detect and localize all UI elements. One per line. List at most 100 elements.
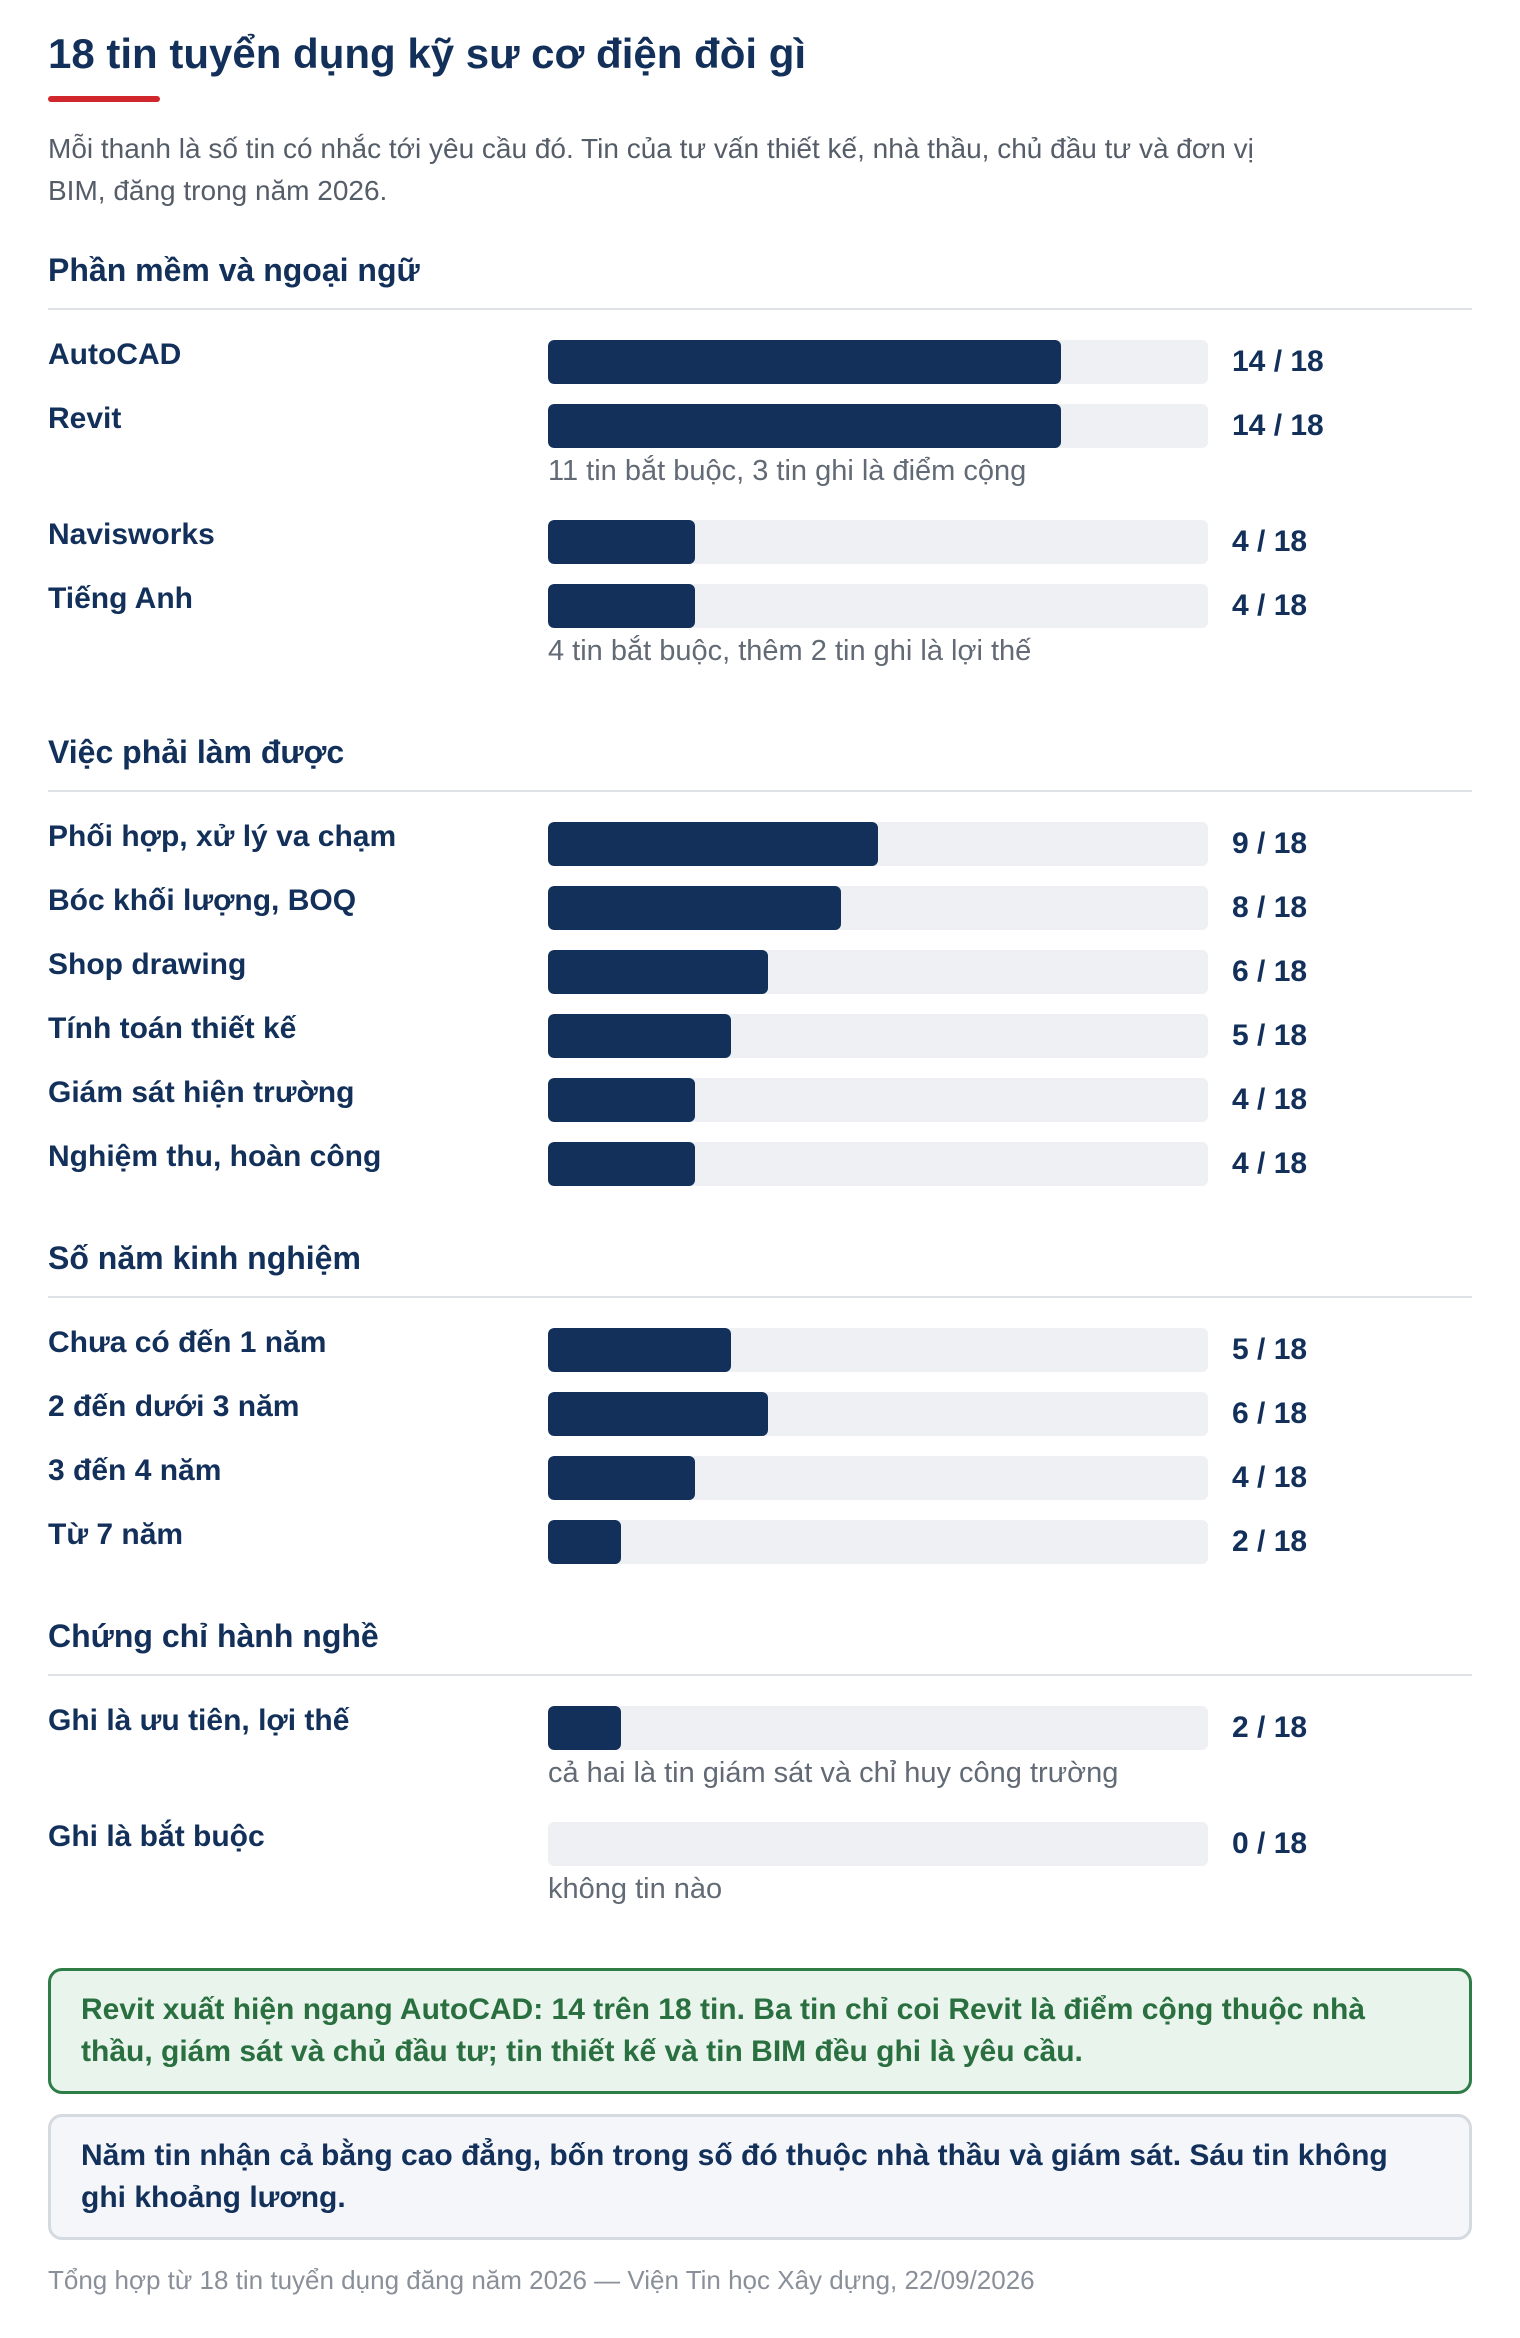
chart-section: Số năm kinh nghiệm Chưa có đến 1 năm 5 / 1… xyxy=(48,1238,1472,1578)
bar-fill xyxy=(548,1328,731,1372)
bar-track xyxy=(548,584,1208,628)
bar-label: 3 đến 4 năm xyxy=(48,1454,222,1487)
bar-track xyxy=(548,950,1208,994)
bar-value: 5 / 18 xyxy=(1232,1019,1308,1052)
bar-track xyxy=(548,404,1208,448)
bar-row: 3 đến 4 năm 4 / 18 xyxy=(48,1450,1472,1514)
bar-value: 4 / 18 xyxy=(1232,1147,1308,1180)
bar-track xyxy=(548,1392,1208,1436)
bar-note: 4 tin bắt buộc, thêm 2 tin ghi là lợi th… xyxy=(548,635,1032,667)
bar-row: Tính toán thiết kế 5 / 18 xyxy=(48,1008,1472,1072)
bar-label: Nghiệm thu, hoàn công xyxy=(48,1140,382,1173)
bar-label: Giám sát hiện trường xyxy=(48,1076,355,1109)
callout-note: Năm tin nhận cả bằng cao đẳng, bốn trong… xyxy=(48,2114,1472,2240)
bar-track xyxy=(548,1142,1208,1186)
bar-row: Ghi là ưu tiên, lợi thế 2 / 18 cả hai là t… xyxy=(48,1700,1472,1816)
bar-value: 8 / 18 xyxy=(1232,891,1308,924)
bar-row: Giám sát hiện trường 4 / 18 xyxy=(48,1072,1472,1136)
chart-section: Phần mềm và ngoại ngữ AutoCAD 14 / 18 Revit… xyxy=(48,250,1472,694)
bar-label: Tiếng Anh xyxy=(48,582,193,615)
page-title: 18 tin tuyển dụng kỹ sư cơ điện đòi gì xyxy=(48,30,807,77)
bar-value: 2 / 18 xyxy=(1232,1525,1308,1558)
bar-row: Nghiệm thu, hoàn công 4 / 18 xyxy=(48,1136,1472,1200)
bar-value: 6 / 18 xyxy=(1232,1397,1308,1430)
footer-source: Tổng hợp từ 18 tin tuyển dụng đăng năm 2… xyxy=(48,2265,1035,2295)
bar-track xyxy=(548,1078,1208,1122)
bar-fill xyxy=(548,1142,695,1186)
bar-fill xyxy=(548,822,878,866)
bar-row: Ghi là bắt buộc 0 / 18 không tin nào xyxy=(48,1816,1472,1932)
bar-row: 2 đến dưới 3 năm 6 / 18 xyxy=(48,1386,1472,1450)
bar-fill xyxy=(548,340,1061,384)
bar-label: Navisworks xyxy=(48,518,215,551)
bar-track xyxy=(548,1328,1208,1372)
bar-fill xyxy=(548,1520,621,1564)
bar-row: Navisworks 4 / 18 xyxy=(48,514,1472,578)
bar-value: 14 / 18 xyxy=(1232,409,1324,442)
chart-section: Việc phải làm được Phối hợp, xử lý va chạ… xyxy=(48,732,1472,1200)
bar-row: Tiếng Anh 4 / 18 4 tin bắt buộc, thêm 2 ti… xyxy=(48,578,1472,694)
bar-fill xyxy=(548,584,695,628)
bar-value: 4 / 18 xyxy=(1232,1083,1308,1116)
bar-value: 5 / 18 xyxy=(1232,1333,1308,1366)
bar-label: Bóc khối lượng, BOQ xyxy=(48,884,357,917)
page-subtitle: Mỗi thanh là số tin có nhắc tới yêu cầu … xyxy=(48,133,1254,206)
bar-label: Ghi là bắt buộc xyxy=(48,1820,265,1853)
bar-row: Bóc khối lượng, BOQ 8 / 18 xyxy=(48,880,1472,944)
bar-track xyxy=(548,1456,1208,1500)
bar-value: 4 / 18 xyxy=(1232,525,1308,558)
bar-fill xyxy=(548,1706,621,1750)
bar-rows: AutoCAD 14 / 18 Revit 14 / 18 11 tin bắt buộ… xyxy=(48,310,1472,694)
bar-fill xyxy=(548,950,768,994)
bar-rows: Phối hợp, xử lý va chạm 9 / 18 Bóc khối lư… xyxy=(48,792,1472,1200)
title-accent-rule xyxy=(48,96,160,102)
bar-label: Revit xyxy=(48,402,122,435)
bar-row: Shop drawing 6 / 18 xyxy=(48,944,1472,1008)
bar-fill xyxy=(548,1078,695,1122)
bar-label: Ghi là ưu tiên, lợi thế xyxy=(48,1704,350,1737)
bar-label: Phối hợp, xử lý va chạm xyxy=(48,820,397,853)
callout-highlight: Revit xuất hiện ngang AutoCAD: 14 trên 1… xyxy=(48,1968,1472,2094)
bar-value: 4 / 18 xyxy=(1232,589,1308,622)
chart: Phần mềm và ngoại ngữ AutoCAD 14 / 18 Revit… xyxy=(48,250,1472,1932)
bar-note: 11 tin bắt buộc, 3 tin ghi là điểm cộng xyxy=(548,455,1027,487)
bar-row: Phối hợp, xử lý va chạm 9 / 18 xyxy=(48,816,1472,880)
bar-row: AutoCAD 14 / 18 xyxy=(48,334,1472,398)
bar-value: 4 / 18 xyxy=(1232,1461,1308,1494)
bar-rows: Ghi là ưu tiên, lợi thế 2 / 18 cả hai là t… xyxy=(48,1676,1472,1932)
bar-label: AutoCAD xyxy=(48,338,182,371)
section-title: Phần mềm và ngoại ngữ xyxy=(48,250,1472,310)
bar-value: 14 / 18 xyxy=(1232,345,1324,378)
bar-fill xyxy=(548,1456,695,1500)
section-title: Chứng chỉ hành nghề xyxy=(48,1616,1472,1676)
bar-track xyxy=(548,1014,1208,1058)
bar-note: cả hai là tin giám sát và chỉ huy công t… xyxy=(548,1757,1119,1789)
bar-row: Chưa có đến 1 năm 5 / 18 xyxy=(48,1322,1472,1386)
bar-label: 2 đến dưới 3 năm xyxy=(48,1390,300,1423)
bar-fill xyxy=(548,520,695,564)
section-title: Số năm kinh nghiệm xyxy=(48,1238,1472,1298)
section-title: Việc phải làm được xyxy=(48,732,1472,792)
bar-row: Từ 7 năm 2 / 18 xyxy=(48,1514,1472,1578)
bar-track xyxy=(548,520,1208,564)
bar-label: Shop drawing xyxy=(48,948,247,981)
bar-value: 2 / 18 xyxy=(1232,1711,1308,1744)
bar-track xyxy=(548,822,1208,866)
bar-track xyxy=(548,886,1208,930)
bar-track xyxy=(548,1822,1208,1866)
bar-label: Từ 7 năm xyxy=(48,1518,184,1551)
bar-value: 6 / 18 xyxy=(1232,955,1308,988)
bar-label: Tính toán thiết kế xyxy=(48,1012,297,1045)
bar-fill xyxy=(548,1392,768,1436)
bar-row: Revit 14 / 18 11 tin bắt buộc, 3 tin ghi l… xyxy=(48,398,1472,514)
bar-rows: Chưa có đến 1 năm 5 / 18 2 đến dưới 3 năm 6… xyxy=(48,1298,1472,1578)
bar-track xyxy=(548,340,1208,384)
bar-fill xyxy=(548,404,1061,448)
bar-label: Chưa có đến 1 năm xyxy=(48,1326,327,1359)
bar-note: không tin nào xyxy=(548,1873,723,1905)
bar-track xyxy=(548,1706,1208,1750)
bar-value: 0 / 18 xyxy=(1232,1827,1308,1860)
bar-value: 9 / 18 xyxy=(1232,827,1308,860)
chart-section: Chứng chỉ hành nghề Ghi là ưu tiên, lợi t… xyxy=(48,1616,1472,1932)
